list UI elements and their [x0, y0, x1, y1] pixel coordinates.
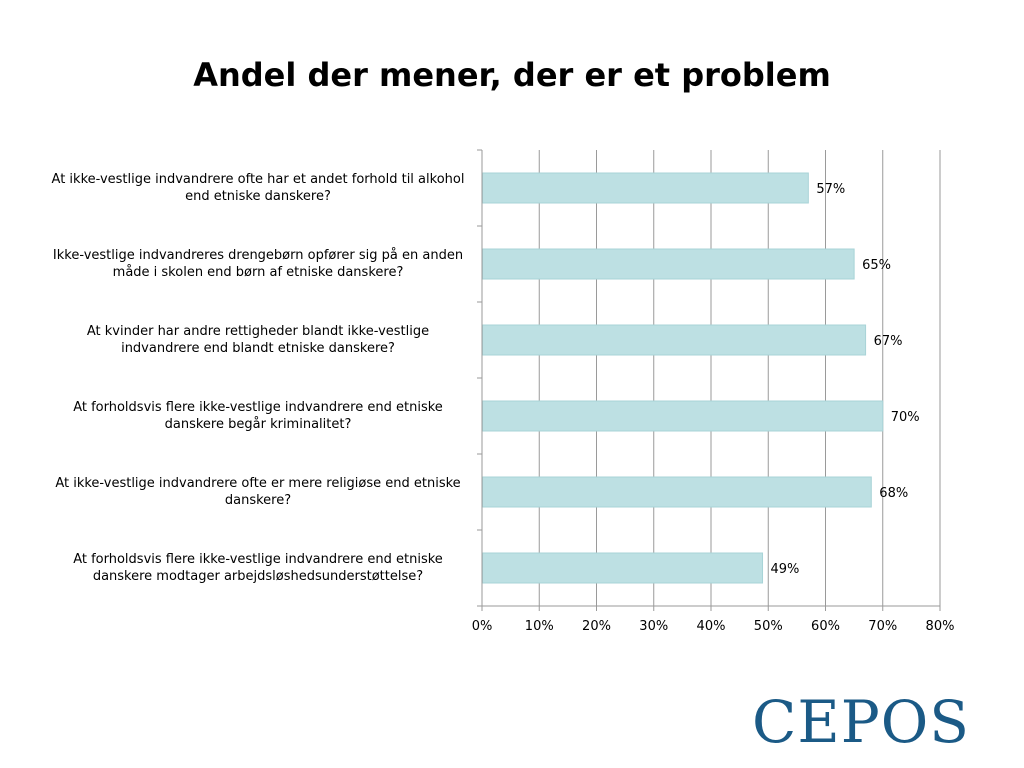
x-tick-label: 40%	[697, 619, 726, 634]
axes	[477, 149, 941, 611]
category-label: At forholdsvis flere ikke-vestlige indva…	[73, 400, 443, 432]
bar	[482, 248, 855, 280]
data-label: 67%	[874, 334, 903, 349]
bars	[482, 172, 884, 584]
data-label: 49%	[771, 562, 800, 577]
x-tick-label: 0%	[472, 619, 493, 634]
x-tick-label: 10%	[525, 619, 554, 634]
data-label: 70%	[891, 410, 920, 425]
x-tick-label: 80%	[926, 619, 955, 634]
data-label: 57%	[816, 182, 845, 197]
x-tick-labels: 0% 10% 20% 30% 40% 50% 60% 70% 80%	[472, 619, 955, 634]
x-tick-label: 70%	[868, 619, 897, 634]
x-tick-label: 60%	[811, 619, 840, 634]
x-tick-label: 50%	[754, 619, 783, 634]
bar	[482, 400, 884, 432]
cepos-logo: CEPOS	[752, 688, 971, 756]
category-label: At kvinder har andre rettigheder blandt …	[86, 324, 430, 356]
category-label: At forholdsvis flere ikke-vestlige indva…	[73, 552, 443, 584]
data-labels: 57% 65% 67% 70% 68% 49%	[771, 182, 920, 577]
bar	[482, 172, 809, 204]
x-tick-label: 20%	[582, 619, 611, 634]
bar	[482, 476, 872, 508]
gridlines	[538, 150, 941, 606]
chart-title: Andel der mener, der er et problem	[193, 56, 831, 94]
x-tick-label: 30%	[639, 619, 668, 634]
data-label: 68%	[879, 486, 908, 501]
bar	[482, 324, 867, 356]
category-label: Ikke-vestlige indvandreres drengebørn op…	[52, 248, 464, 280]
category-label: At ikke-vestlige indvandrere ofte har et…	[51, 172, 465, 204]
bar	[482, 552, 764, 584]
data-label: 65%	[862, 258, 891, 273]
category-label: At ikke-vestlige indvandrere ofte er mer…	[55, 476, 461, 508]
